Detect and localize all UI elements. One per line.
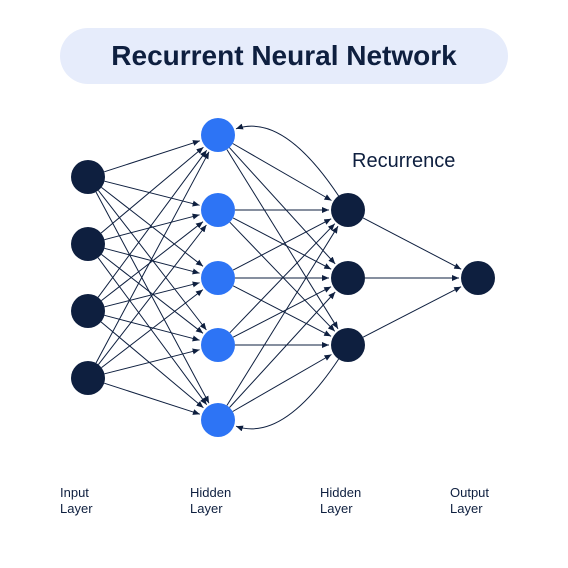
layer-label-title: Hidden bbox=[320, 485, 361, 501]
node-hidden1 bbox=[201, 193, 235, 227]
edge bbox=[101, 254, 203, 333]
layer-label-title: Output bbox=[450, 485, 489, 501]
node-hidden1 bbox=[201, 261, 235, 295]
edge bbox=[104, 383, 200, 414]
node-hidden1 bbox=[201, 328, 235, 362]
node-output bbox=[461, 261, 495, 295]
node-input bbox=[71, 361, 105, 395]
edge bbox=[98, 190, 206, 330]
edges bbox=[96, 141, 461, 414]
edge bbox=[98, 150, 207, 297]
layer-label-sub: Layer bbox=[450, 501, 489, 517]
edge bbox=[233, 355, 332, 412]
edge bbox=[98, 225, 206, 365]
recurrence-arc bbox=[236, 126, 339, 196]
layer-label-title: Input bbox=[60, 485, 93, 501]
layer-label-title: Hidden bbox=[190, 485, 231, 501]
node-input bbox=[71, 160, 105, 194]
layer-label: HiddenLayer bbox=[190, 485, 231, 518]
layer-label: HiddenLayer bbox=[320, 485, 361, 518]
edge bbox=[101, 222, 203, 301]
edge bbox=[233, 144, 332, 201]
node-hidden1 bbox=[201, 118, 235, 152]
layer-label-sub: Layer bbox=[60, 501, 93, 517]
edge bbox=[230, 292, 336, 408]
layer-label-sub: Layer bbox=[320, 501, 361, 517]
node-hidden2 bbox=[331, 328, 365, 362]
layer-label: InputLayer bbox=[60, 485, 93, 518]
node-hidden2 bbox=[331, 261, 365, 295]
edge bbox=[363, 287, 461, 338]
edge bbox=[104, 141, 200, 172]
recurrence-label-text: Recurrence bbox=[352, 150, 455, 172]
edge bbox=[227, 226, 338, 405]
edge bbox=[102, 290, 203, 368]
layer-label: OutputLayer bbox=[450, 485, 489, 518]
edge bbox=[229, 148, 335, 264]
recurrence-label: Recurrence bbox=[352, 150, 455, 173]
edge bbox=[233, 219, 331, 270]
edge bbox=[98, 258, 207, 405]
edge bbox=[105, 350, 200, 374]
edge bbox=[105, 181, 200, 205]
recurrence-arc bbox=[236, 359, 339, 429]
edge bbox=[363, 218, 461, 269]
node-hidden2 bbox=[331, 193, 365, 227]
node-input bbox=[71, 294, 105, 328]
rnn-diagram bbox=[0, 0, 568, 568]
layer-label-sub: Layer bbox=[190, 501, 231, 517]
node-input bbox=[71, 227, 105, 261]
node-hidden1 bbox=[201, 403, 235, 437]
edge bbox=[227, 150, 338, 329]
